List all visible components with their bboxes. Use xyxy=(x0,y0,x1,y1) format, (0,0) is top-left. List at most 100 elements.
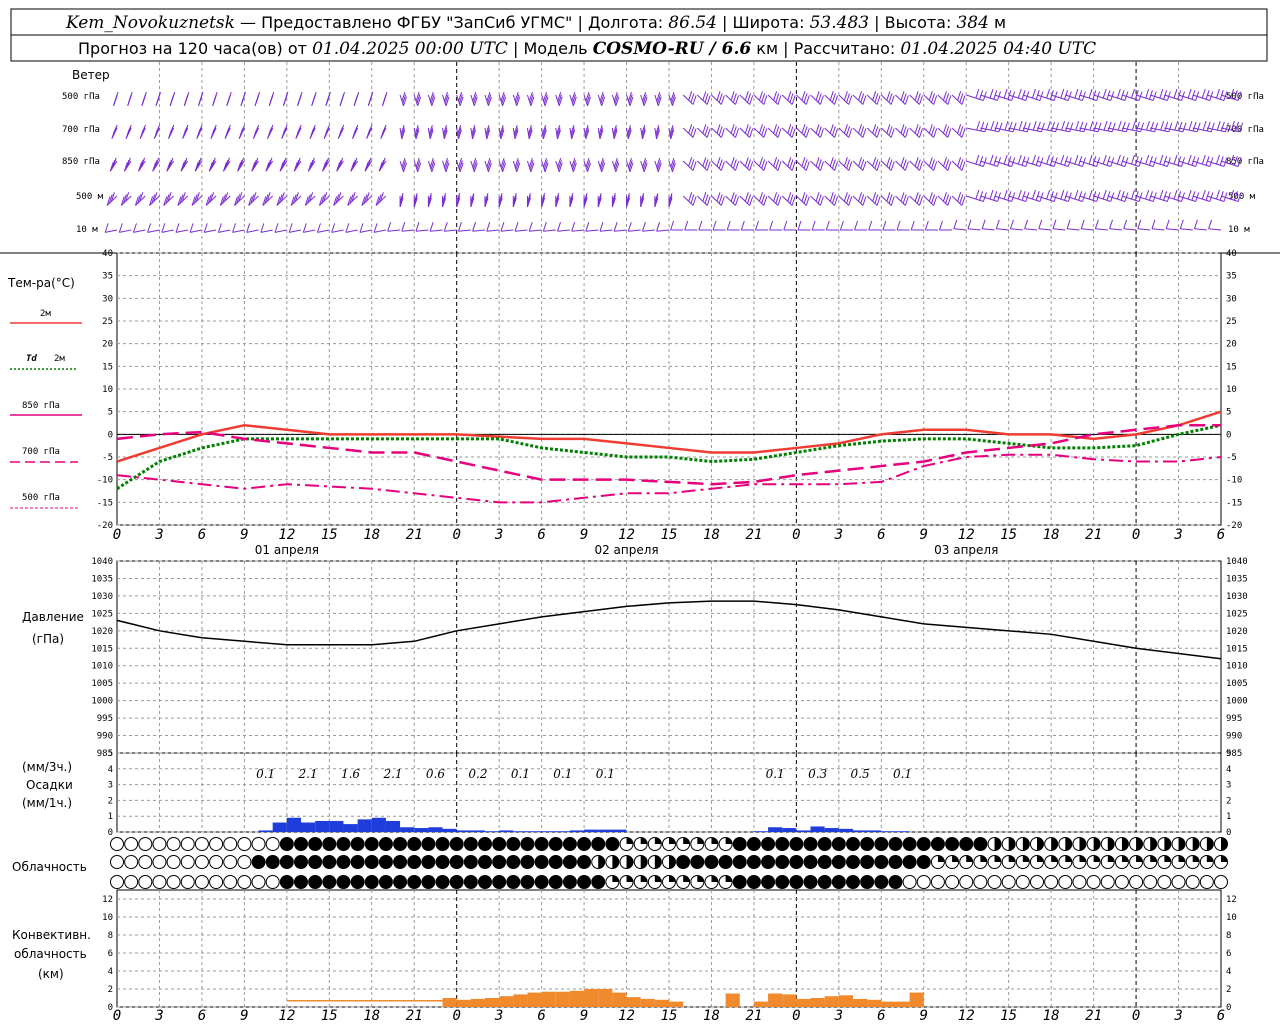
precip-bar xyxy=(385,820,401,832)
wind-barb-feather xyxy=(1046,154,1051,165)
wind-barb-feather xyxy=(255,124,260,135)
cloud-cell xyxy=(803,837,818,851)
wind-barb-feather xyxy=(730,157,735,167)
provider-text: Предоставлено ФГБУ "ЗапСиб УГМС" xyxy=(261,13,572,32)
wind-barb-feather xyxy=(555,195,560,205)
wind-barb-feather xyxy=(470,195,475,205)
cloud-cell xyxy=(223,837,238,851)
wind-barb xyxy=(923,157,938,171)
wind-barb-feather xyxy=(777,196,782,206)
precip-bar xyxy=(895,831,910,832)
wind-barb-feather xyxy=(933,128,938,138)
precip-bar xyxy=(485,831,500,832)
wind-barb-feather xyxy=(791,128,796,138)
wind-barb-feather xyxy=(400,124,405,135)
conv-x-tick: 15 xyxy=(321,1008,338,1024)
pressure-ytick-left: 1020 xyxy=(91,627,113,637)
wind-barb-feather xyxy=(321,194,326,204)
wind-barb xyxy=(217,223,231,233)
wind-barb-feather xyxy=(1121,121,1126,132)
wind-barb-feather xyxy=(749,196,754,206)
wind-barb-staff xyxy=(1121,94,1140,101)
wind-barb xyxy=(656,222,670,232)
temp-x-tick: 3 xyxy=(1173,527,1182,543)
wind-barb-feather xyxy=(241,91,246,102)
wind-barb-feather xyxy=(872,157,877,167)
wind-barb-staff xyxy=(951,94,963,105)
wind-barb-feather xyxy=(874,194,879,204)
wind-barb-staff xyxy=(1008,160,1026,167)
wind-barb-staff xyxy=(1151,228,1165,231)
wind-barb xyxy=(966,189,987,202)
wind-barb-feather xyxy=(690,126,695,136)
conv-x-tick: 3 xyxy=(834,1008,843,1024)
cloud-cell xyxy=(1157,875,1172,889)
temp-ytick-left: 40 xyxy=(102,249,113,259)
wind-barb xyxy=(138,157,146,172)
model-unit: км xyxy=(756,39,778,58)
wind-barb-feather xyxy=(933,95,938,105)
wind-barb xyxy=(442,91,450,106)
wind-barb-feather xyxy=(945,159,950,169)
wind-barb-feather xyxy=(325,124,330,135)
wind-barb-feather xyxy=(445,162,450,172)
wind-barb-feather xyxy=(1003,88,1008,99)
cloud-cell xyxy=(251,837,266,851)
wind-barb-feather xyxy=(916,126,921,136)
wind-barb-staff xyxy=(682,195,694,206)
wind-barb-feather xyxy=(179,194,184,204)
wind-barb-feather xyxy=(1173,154,1178,165)
wind-barb-feather xyxy=(114,91,119,102)
wind-barb-feather xyxy=(773,124,778,134)
wind-barb-feather xyxy=(151,194,156,204)
wind-barb-feather xyxy=(613,127,618,137)
wind-barb-feather xyxy=(112,157,117,167)
cloud-cell-partial xyxy=(1093,855,1101,862)
cloud-cell xyxy=(294,855,308,869)
wind-barb xyxy=(526,157,535,172)
wind-barb-staff xyxy=(1164,94,1182,101)
wind-barb xyxy=(725,192,739,206)
wind-barb-feather xyxy=(363,194,368,204)
wind-barb-staff xyxy=(739,160,751,171)
wind-barb xyxy=(626,193,631,208)
precip-bar xyxy=(853,830,868,832)
wind-barb xyxy=(498,91,507,106)
wind-barb xyxy=(1066,219,1080,231)
cloud-cell xyxy=(1129,875,1144,889)
wind-barb-feather xyxy=(326,91,331,102)
wind-barb-feather xyxy=(611,197,616,208)
wind-barb-staff xyxy=(1052,228,1066,231)
wind-barb-feather xyxy=(995,219,1000,229)
cloud-cell xyxy=(888,837,903,851)
wind-barb-feather xyxy=(558,162,563,172)
wind-barb xyxy=(208,157,217,172)
wind-barb-feather xyxy=(904,161,909,171)
pressure-ytick-left: 995 xyxy=(97,714,113,724)
wind-barb-staff xyxy=(1135,127,1155,133)
precip-bar xyxy=(428,827,443,832)
wind-barb-feather xyxy=(498,195,503,205)
wind-barb-staff xyxy=(119,229,132,233)
wind-barb-staff xyxy=(1206,195,1225,202)
conv-bar xyxy=(725,993,740,1007)
cloud-cell xyxy=(888,855,903,869)
wind-barb-feather xyxy=(1215,189,1220,200)
cloud-cell xyxy=(294,875,308,889)
wind-barb-feather xyxy=(530,162,535,172)
cloud-cell xyxy=(407,875,422,889)
cloud-cell-partial xyxy=(725,837,733,844)
wind-barb-feather xyxy=(654,193,659,203)
wind-barb-feather xyxy=(128,91,133,102)
wind-barb-feather xyxy=(252,192,257,202)
wind-barb-feather xyxy=(302,223,307,233)
wind-barb-feather xyxy=(791,196,796,206)
cloud-cell xyxy=(874,855,889,869)
wind-barb-feather xyxy=(961,161,966,171)
wind-barb-feather xyxy=(1051,121,1055,132)
legend-850-label: 850 гПа xyxy=(22,401,60,411)
wind-barb xyxy=(189,223,203,233)
wind-barb-feather xyxy=(512,195,517,205)
wind-barb xyxy=(307,157,316,172)
wind-barb xyxy=(1036,189,1058,202)
